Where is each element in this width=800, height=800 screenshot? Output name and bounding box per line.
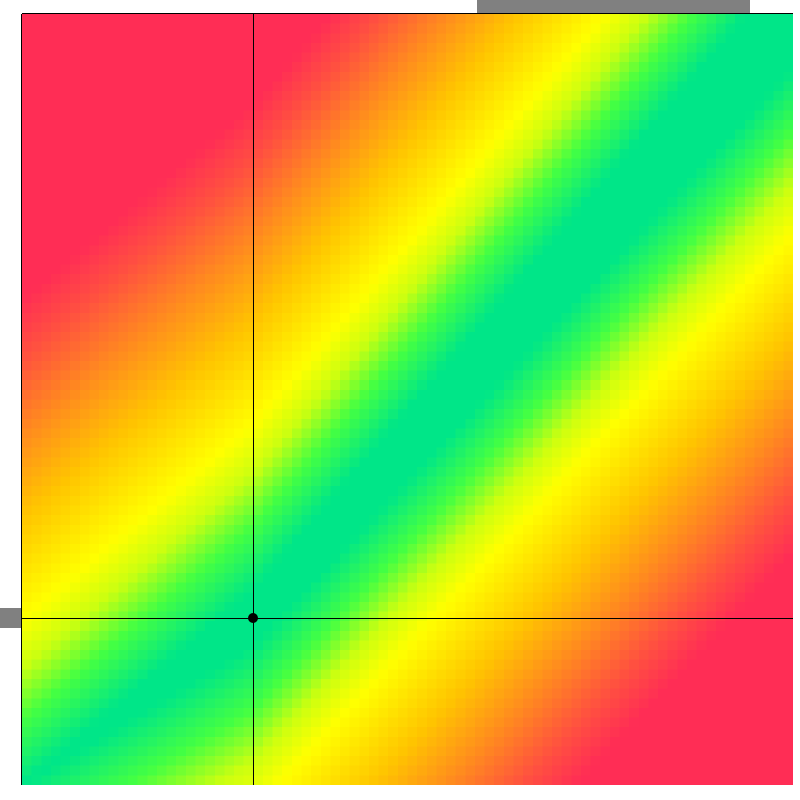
- top-bar: [477, 0, 750, 13]
- heatmap-plot: [0, 0, 800, 800]
- left-tick: [0, 608, 22, 628]
- plot-overlay: [0, 0, 800, 800]
- origin-dot: [248, 613, 258, 623]
